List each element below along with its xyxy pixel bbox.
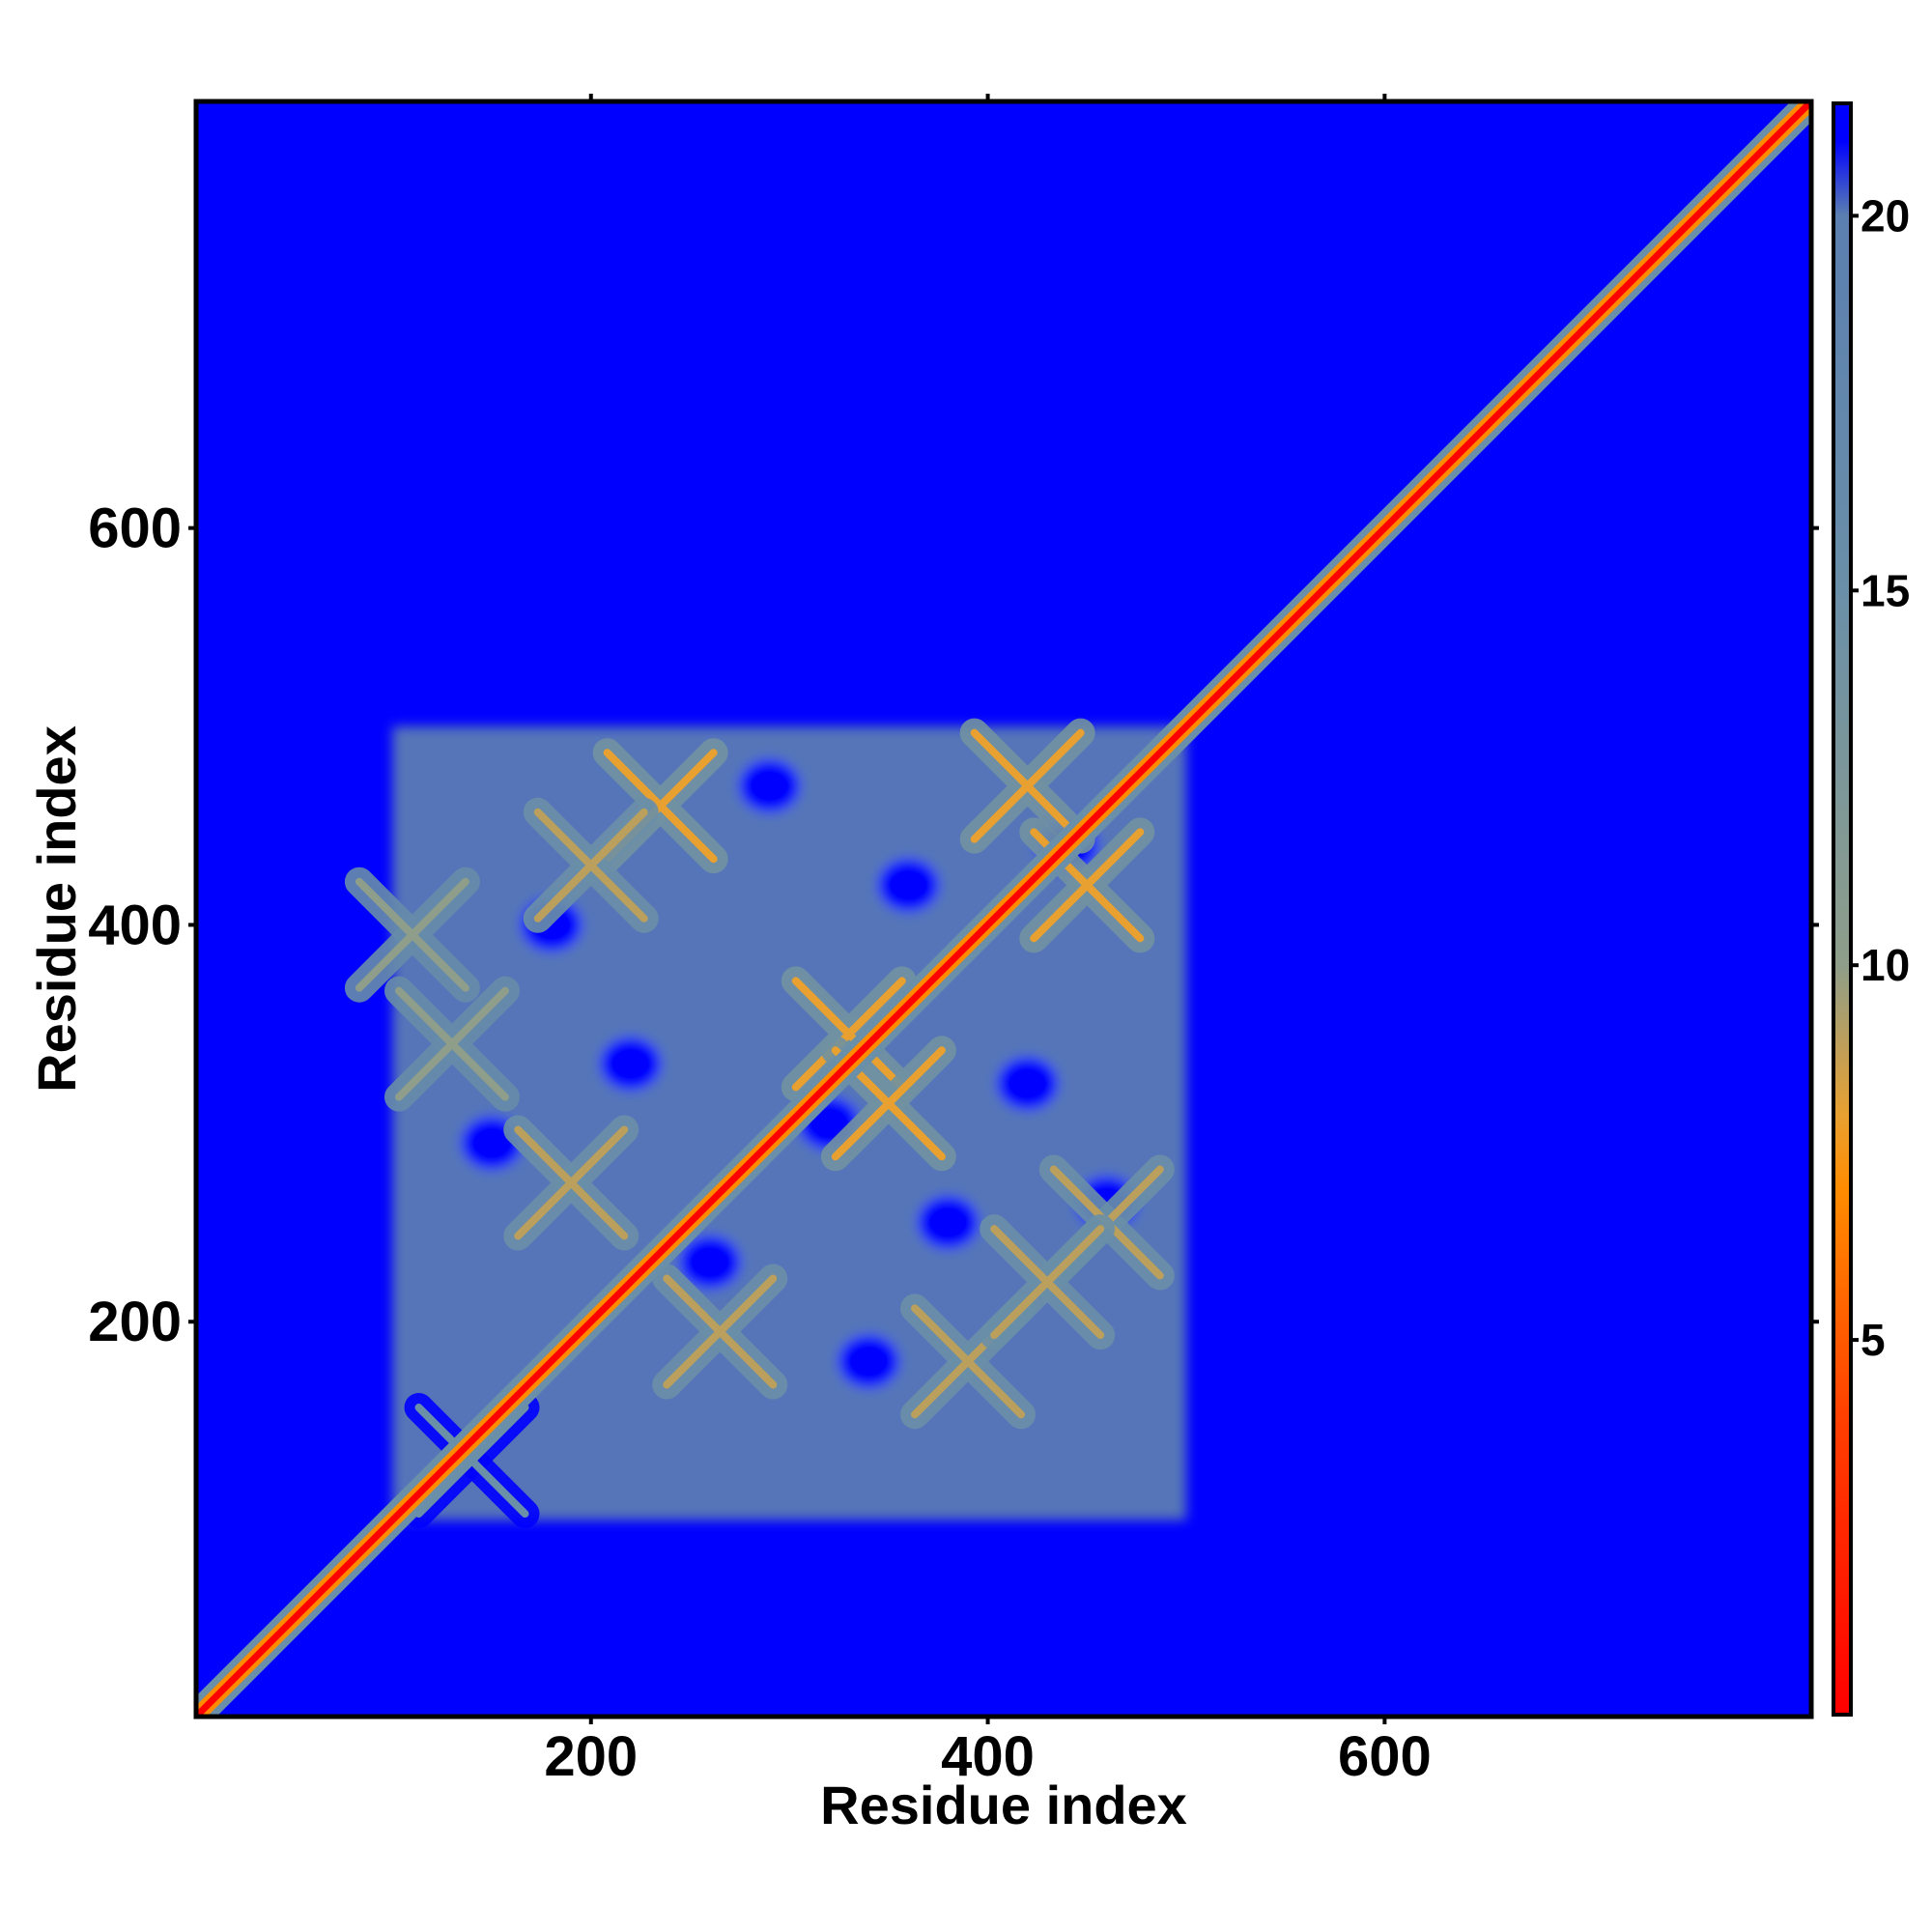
contact-gap (599, 1037, 662, 1092)
contact-pattern (384, 976, 520, 1112)
contact-gap (838, 1334, 900, 1389)
contact-gap (996, 1056, 1059, 1111)
x-tick-label: 400 (941, 1725, 1035, 1788)
x-axis-ticks: 200 400 600 (544, 94, 1432, 1788)
colorbar-tick-label: 5 (1861, 1315, 1886, 1365)
contact-pattern (523, 797, 659, 933)
diagonal-layer (196, 101, 1811, 1717)
y-tick-label: 400 (88, 894, 182, 956)
contact-gap (679, 1235, 741, 1290)
contact-pattern (980, 1214, 1116, 1350)
contact-pattern (781, 966, 917, 1102)
y-tick-label: 600 (88, 497, 182, 560)
diagonal-line (196, 101, 1811, 1717)
contact-pattern (503, 1115, 639, 1251)
contact-gap (877, 858, 940, 913)
colorbar-tick-label: 10 (1861, 940, 1910, 990)
x-tick-label: 600 (1338, 1725, 1432, 1788)
contact-gap (738, 758, 801, 813)
plot-area (196, 101, 1811, 1717)
plot-frame (193, 99, 1814, 1719)
y-axis-ticks: 200 400 600 (88, 497, 1819, 1353)
colorbar-ticks: 5 10 15 20 (1851, 190, 1910, 1365)
contact-pattern-layer (344, 718, 1175, 1529)
contact-pattern (344, 867, 480, 1003)
colorbar (1832, 101, 1853, 1717)
colorbar-tick-label: 20 (1861, 190, 1910, 241)
contact-gap (917, 1195, 980, 1250)
x-tick-label: 200 (544, 1725, 638, 1788)
y-tick-label: 200 (88, 1291, 182, 1353)
colorbar-tick-label: 15 (1861, 565, 1910, 615)
x-axis-title: Residue index (820, 1775, 1187, 1835)
contact-pattern (959, 718, 1095, 854)
y-axis-title: Residue index (26, 725, 87, 1093)
contact-pattern (652, 1264, 788, 1400)
